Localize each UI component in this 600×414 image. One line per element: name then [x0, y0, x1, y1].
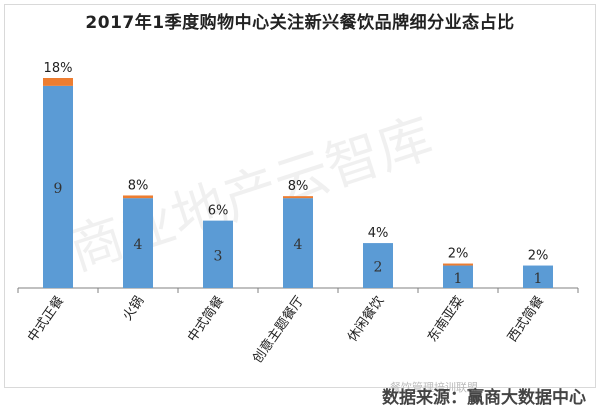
bar-value-label: 2 — [374, 260, 383, 276]
bar-accent — [43, 78, 73, 86]
bar-value-label: 9 — [54, 181, 63, 197]
chart-title: 2017年1季度购物中心关注新兴餐饮品牌细分业态占比 — [85, 13, 515, 33]
category-label: 中式正餐 — [24, 293, 67, 345]
bar-value-label: 4 — [294, 237, 303, 253]
bar-percent-label: 6% — [208, 204, 229, 219]
category-label: 休闲餐饮 — [344, 293, 387, 345]
category-label: 火锅 — [119, 293, 147, 323]
bar — [123, 198, 153, 288]
category-label: 创意主题餐厅 — [249, 293, 307, 366]
bar-percent-label: 2% — [528, 249, 549, 264]
bar-value-label: 3 — [214, 248, 223, 264]
bar-accent — [123, 195, 153, 199]
bar-percent-label: 18% — [44, 61, 73, 76]
bar-value-label: 4 — [134, 237, 143, 253]
chart-frame — [4, 4, 596, 388]
category-label: 东南亚菜 — [424, 293, 467, 345]
bar — [283, 198, 313, 288]
bar-value-label: 1 — [534, 271, 543, 287]
bar-value-label: 1 — [454, 271, 463, 287]
bar — [43, 85, 73, 288]
bar-percent-label: 8% — [128, 178, 149, 193]
category-label: 西式简餐 — [504, 293, 547, 345]
bar — [363, 243, 393, 288]
category-label: 中式简餐 — [184, 293, 227, 345]
bar — [203, 220, 233, 288]
bar — [443, 265, 473, 288]
bar-accent — [443, 263, 473, 266]
bar-percent-label: 2% — [448, 247, 469, 262]
bar-percent-label: 4% — [368, 226, 389, 241]
bar — [523, 265, 553, 288]
bar-accent — [283, 196, 313, 199]
wechat-source-label: 餐饮管理培训联盟 — [390, 381, 478, 394]
data-source-footer: 数据来源：赢商大数据中心 — [382, 388, 586, 408]
bar-percent-label: 8% — [288, 179, 309, 194]
